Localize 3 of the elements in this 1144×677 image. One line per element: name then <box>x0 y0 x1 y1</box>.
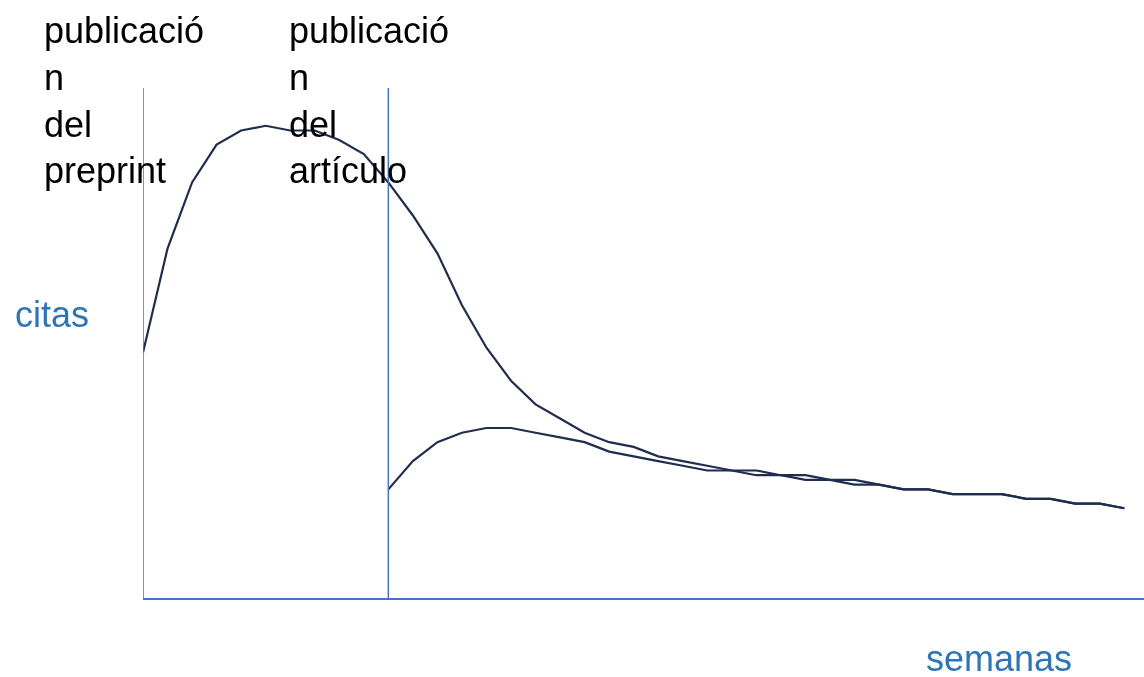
y-axis-title: citas <box>15 294 90 335</box>
annotation: publicació n del preprint <box>44 10 205 192</box>
x-axis-title: semanas <box>926 638 1073 677</box>
